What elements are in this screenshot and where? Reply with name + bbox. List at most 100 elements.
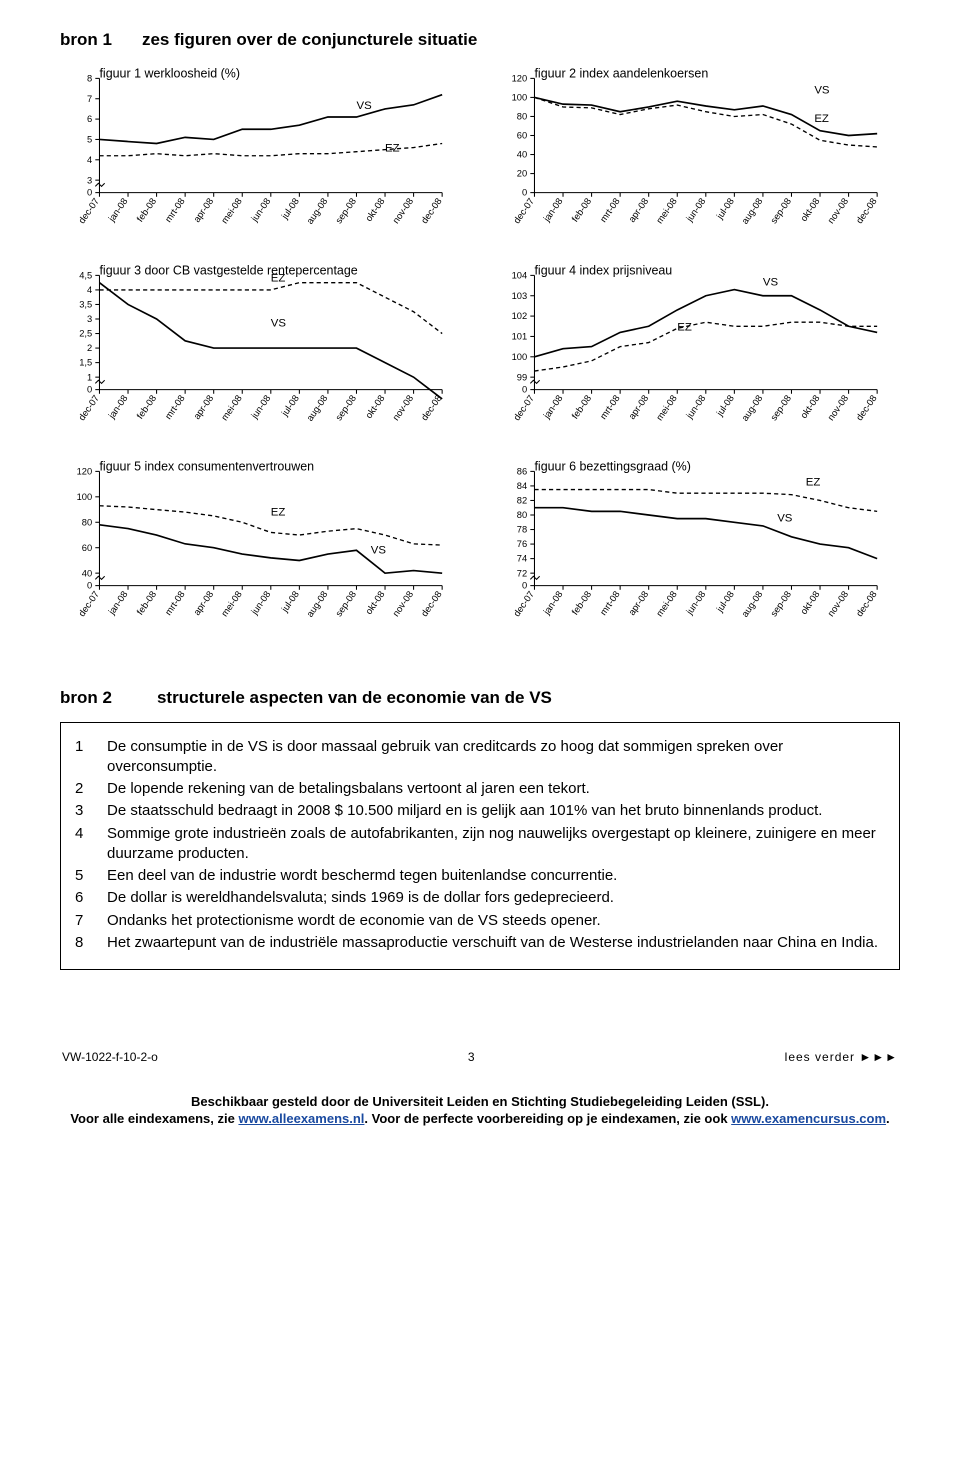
svg-text:nov-08: nov-08 bbox=[826, 196, 851, 225]
svg-text:102: 102 bbox=[512, 311, 528, 321]
svg-text:mrt-08: mrt-08 bbox=[598, 589, 622, 617]
svg-text:apr-08: apr-08 bbox=[627, 589, 651, 617]
svg-text:feb-08: feb-08 bbox=[570, 196, 593, 223]
svg-text:jul-08: jul-08 bbox=[714, 196, 736, 221]
bron2-item-number: 3 bbox=[75, 801, 89, 821]
svg-text:100: 100 bbox=[512, 351, 528, 361]
svg-text:4,5: 4,5 bbox=[79, 270, 92, 280]
svg-text:jun-08: jun-08 bbox=[684, 393, 708, 421]
svg-text:8: 8 bbox=[87, 73, 92, 83]
svg-text:sep-08: sep-08 bbox=[334, 393, 359, 422]
svg-text:20: 20 bbox=[517, 169, 527, 179]
svg-text:jun-08: jun-08 bbox=[249, 196, 273, 224]
svg-text:1,5: 1,5 bbox=[79, 357, 92, 367]
bron2-item-text: Een deel van de industrie wordt bescherm… bbox=[107, 866, 617, 886]
bron2-item: 3De staatsschuld bedraagt in 2008 $ 10.5… bbox=[75, 801, 885, 821]
svg-text:0: 0 bbox=[522, 384, 527, 394]
svg-text:VS: VS bbox=[271, 317, 287, 329]
svg-text:sep-08: sep-08 bbox=[769, 196, 794, 225]
bron1-header: bron 1 zes figuren over de conjuncturele… bbox=[60, 30, 900, 50]
bron2-item: 4Sommige grote industrieën zoals de auto… bbox=[75, 824, 885, 865]
svg-text:4: 4 bbox=[87, 285, 92, 295]
svg-text:mrt-08: mrt-08 bbox=[598, 393, 622, 421]
svg-text:VS: VS bbox=[356, 100, 372, 112]
svg-text:mrt-08: mrt-08 bbox=[163, 589, 187, 617]
bron2-item: 7 Ondanks het protectionisme wordt de eco… bbox=[75, 911, 885, 931]
svg-text:feb-08: feb-08 bbox=[135, 196, 158, 223]
svg-text:dec-08: dec-08 bbox=[419, 196, 444, 225]
svg-text:nov-08: nov-08 bbox=[391, 589, 416, 618]
svg-text:okt-08: okt-08 bbox=[799, 589, 822, 616]
credits-line1: Beschikbaar gesteld door de Universiteit… bbox=[0, 1094, 960, 1111]
svg-text:VS: VS bbox=[763, 276, 779, 288]
bron2-item-number: 6 bbox=[75, 888, 89, 908]
svg-text:4: 4 bbox=[87, 155, 92, 165]
svg-text:jan-08: jan-08 bbox=[541, 589, 565, 617]
svg-text:mrt-08: mrt-08 bbox=[163, 393, 187, 421]
svg-text:okt-08: okt-08 bbox=[364, 589, 387, 616]
bron2-item-text: Sommige grote industrieën zoals de autof… bbox=[107, 824, 885, 865]
svg-text:82: 82 bbox=[517, 496, 527, 506]
footer-next: lees verder ►►► bbox=[785, 1050, 898, 1064]
svg-text:apr-08: apr-08 bbox=[627, 393, 651, 421]
svg-text:dec-08: dec-08 bbox=[419, 589, 444, 618]
bron2-item-number: 7 bbox=[75, 911, 89, 931]
svg-text:EZ: EZ bbox=[385, 143, 400, 155]
bron2-item: 6 De dollar is wereldhandelsvaluta; sinds… bbox=[75, 888, 885, 908]
svg-text:3: 3 bbox=[87, 314, 92, 324]
svg-text:VS: VS bbox=[777, 513, 793, 525]
svg-text:jan-08: jan-08 bbox=[106, 393, 130, 421]
bron2-section: bron 2 structurele aspecten van de econo… bbox=[60, 688, 900, 971]
page-footer: VW-1022-f-10-2-o 3 lees verder ►►► bbox=[60, 1050, 900, 1064]
footer-page: 3 bbox=[468, 1050, 475, 1064]
credits-link1[interactable]: www.alleexamens.nl bbox=[238, 1111, 364, 1126]
bron2-item: 8Het zwaartepunt van de industriële mass… bbox=[75, 933, 885, 953]
svg-text:feb-08: feb-08 bbox=[570, 589, 593, 616]
svg-text:jan-08: jan-08 bbox=[106, 589, 130, 617]
svg-text:40: 40 bbox=[82, 568, 92, 578]
chart-f3: figuur 3 door CB vastgestelde renteperce… bbox=[60, 265, 465, 442]
svg-text:EZ: EZ bbox=[677, 321, 692, 333]
bron1-title: zes figuren over de conjuncturele situat… bbox=[142, 30, 477, 50]
svg-text:EZ: EZ bbox=[806, 476, 821, 488]
svg-text:jun-08: jun-08 bbox=[249, 589, 273, 617]
svg-text:figuur 1 werkloosheid (%): figuur 1 werkloosheid (%) bbox=[99, 68, 240, 80]
bron2-item: 1De consumptie in de VS is door massaal … bbox=[75, 737, 885, 778]
svg-text:aug-08: aug-08 bbox=[740, 393, 765, 423]
svg-text:aug-08: aug-08 bbox=[305, 589, 330, 619]
credits-link2[interactable]: www.examencursus.com bbox=[731, 1111, 886, 1126]
svg-text:dec-07: dec-07 bbox=[512, 589, 537, 618]
svg-text:nov-08: nov-08 bbox=[391, 393, 416, 422]
svg-text:jul-08: jul-08 bbox=[279, 196, 301, 221]
svg-text:mei-08: mei-08 bbox=[219, 196, 244, 225]
svg-text:feb-08: feb-08 bbox=[135, 589, 158, 616]
svg-text:EZ: EZ bbox=[814, 113, 829, 125]
svg-text:figuur 4 index prijsniveau: figuur 4 index prijsniveau bbox=[534, 265, 672, 277]
svg-text:jan-08: jan-08 bbox=[541, 393, 565, 421]
bron2-item-number: 2 bbox=[75, 779, 89, 799]
svg-text:apr-08: apr-08 bbox=[192, 393, 216, 421]
svg-text:mei-08: mei-08 bbox=[219, 589, 244, 618]
svg-text:3,5: 3,5 bbox=[79, 299, 92, 309]
credits-line2: Voor alle eindexamens, zie www.alleexame… bbox=[0, 1111, 960, 1128]
svg-text:100: 100 bbox=[77, 492, 93, 502]
svg-text:dec-07: dec-07 bbox=[77, 589, 102, 618]
svg-text:dec-07: dec-07 bbox=[77, 196, 102, 225]
bron2-item-number: 5 bbox=[75, 866, 89, 886]
svg-text:mrt-08: mrt-08 bbox=[163, 196, 187, 224]
bron2-item-text: De consumptie in de VS is door massaal g… bbox=[107, 737, 885, 778]
svg-text:feb-08: feb-08 bbox=[570, 393, 593, 420]
svg-text:jul-08: jul-08 bbox=[714, 589, 736, 614]
svg-text:jun-08: jun-08 bbox=[684, 196, 708, 224]
svg-text:jul-08: jul-08 bbox=[714, 393, 736, 418]
svg-text:2,5: 2,5 bbox=[79, 328, 92, 338]
svg-text:figuur 2 index aandelenkoersen: figuur 2 index aandelenkoersen bbox=[534, 68, 708, 80]
svg-text:76: 76 bbox=[517, 539, 527, 549]
bron2-item-text: Ondanks het protectionisme wordt de econ… bbox=[107, 911, 601, 931]
bron2-item-text: De dollar is wereldhandelsvaluta; sinds … bbox=[107, 888, 614, 908]
svg-text:5: 5 bbox=[87, 135, 92, 145]
credits: Beschikbaar gesteld door de Universiteit… bbox=[0, 1094, 960, 1148]
svg-text:80: 80 bbox=[517, 112, 527, 122]
svg-text:103: 103 bbox=[512, 290, 528, 300]
svg-text:VS: VS bbox=[814, 84, 830, 96]
